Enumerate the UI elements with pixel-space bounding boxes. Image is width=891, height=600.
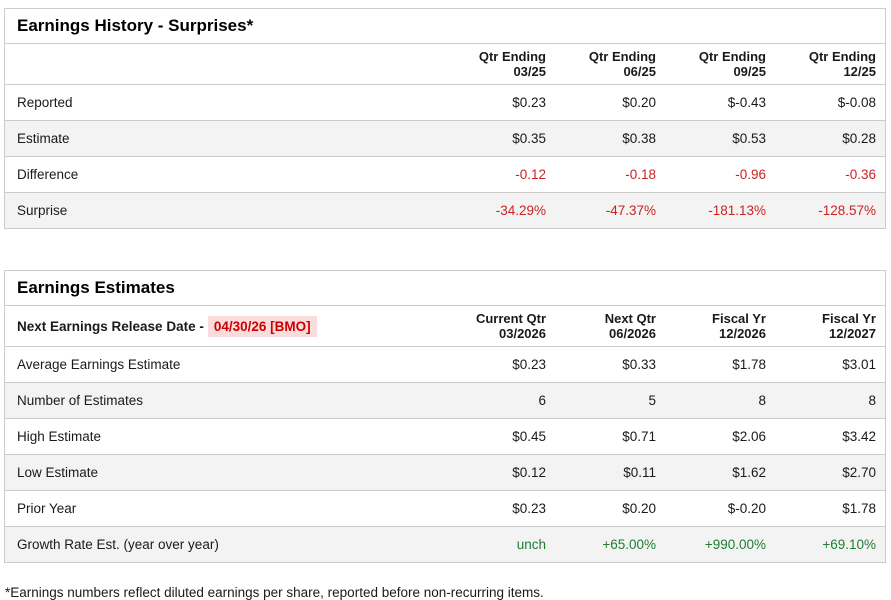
cell-value: unch bbox=[516, 537, 546, 552]
cell-value: $3.01 bbox=[842, 357, 876, 372]
cell-value: $0.23 bbox=[512, 95, 546, 110]
column-header-row: Qtr Ending 03/25 Qtr Ending 06/25 Qtr Ending… bbox=[5, 44, 885, 85]
cell-value: +65.00% bbox=[602, 537, 656, 552]
row-label: Number of Estimates bbox=[17, 393, 144, 408]
cell-value: $2.70 bbox=[842, 465, 876, 480]
cell-value: -47.37% bbox=[605, 203, 656, 218]
cell-value: $0.53 bbox=[732, 131, 766, 146]
header-spacer bbox=[5, 44, 445, 85]
cell-value: $0.23 bbox=[512, 357, 546, 372]
footnote: *Earnings numbers reflect diluted earnin… bbox=[5, 585, 544, 600]
row-label: Average Earnings Estimate bbox=[17, 357, 181, 372]
column-header: Qtr Ending 03/25 bbox=[445, 44, 555, 85]
cell-value: $1.78 bbox=[732, 357, 766, 372]
table-row: Estimate $0.35 $0.38 $0.53 $0.28 bbox=[5, 120, 885, 157]
cell-value: $0.35 bbox=[512, 131, 546, 146]
cell-value: $0.12 bbox=[512, 465, 546, 480]
cell-value: -0.96 bbox=[735, 167, 766, 182]
cell-value: $-0.43 bbox=[727, 95, 766, 110]
row-label: Surprise bbox=[17, 203, 68, 218]
cell-value: $3.42 bbox=[842, 429, 876, 444]
row-label: Difference bbox=[17, 167, 79, 182]
cell-value: +69.10% bbox=[822, 537, 876, 552]
cell-value: -0.18 bbox=[625, 167, 656, 182]
column-header: Qtr Ending 09/25 bbox=[665, 44, 775, 85]
table-row: Growth Rate Est. (year over year) unch +65… bbox=[5, 526, 885, 562]
table-row: Low Estimate $0.12 $0.11 $1.62 $2.70 bbox=[5, 454, 885, 491]
table-row: High Estimate $0.45 $0.71 $2.06 $3.42 bbox=[5, 418, 885, 455]
earnings-estimates-title: Earnings Estimates bbox=[5, 271, 885, 306]
cell-value: 8 bbox=[758, 393, 766, 408]
column-header: Current Qtr 03/2026 bbox=[445, 306, 555, 347]
column-header: Next Qtr 06/2026 bbox=[555, 306, 665, 347]
cell-value: -34.29% bbox=[495, 203, 546, 218]
cell-value: $0.28 bbox=[842, 131, 876, 146]
earnings-history-title: Earnings History - Surprises* bbox=[5, 9, 885, 44]
cell-value: $0.20 bbox=[622, 95, 656, 110]
column-header-row: Next Earnings Release Date -04/30/26 [BM… bbox=[5, 306, 885, 347]
row-label: High Estimate bbox=[17, 429, 102, 444]
cell-value: 5 bbox=[648, 393, 656, 408]
cell-value: $0.23 bbox=[512, 501, 546, 516]
earnings-estimates-panel: Earnings Estimates Next Earnings Release… bbox=[4, 270, 886, 563]
cell-value: $-0.08 bbox=[837, 95, 876, 110]
cell-value: -181.13% bbox=[708, 203, 766, 218]
table-row: Number of Estimates 6 5 8 8 bbox=[5, 382, 885, 419]
cell-value: $2.06 bbox=[732, 429, 766, 444]
table-row: Difference -0.12 -0.18 -0.96 -0.36 bbox=[5, 156, 885, 193]
cell-value: -0.36 bbox=[845, 167, 876, 182]
next-earnings-release: Next Earnings Release Date -04/30/26 [BM… bbox=[5, 306, 445, 347]
table-row: Reported $0.23 $0.20 $-0.43 $-0.08 bbox=[5, 84, 885, 121]
cell-value: 8 bbox=[868, 393, 876, 408]
cell-value: -0.12 bbox=[515, 167, 546, 182]
table-row: Prior Year $0.23 $0.20 $-0.20 $1.78 bbox=[5, 490, 885, 527]
cell-value: -128.57% bbox=[818, 203, 876, 218]
earnings-history-table: Qtr Ending 03/25 Qtr Ending 06/25 Qtr Ending… bbox=[5, 44, 885, 228]
cell-value: +990.00% bbox=[704, 537, 766, 552]
cell-value: $-0.20 bbox=[727, 501, 766, 516]
row-label: Reported bbox=[17, 95, 73, 110]
row-label: Prior Year bbox=[17, 501, 77, 516]
earnings-history-panel: Earnings History - Surprises* Qtr Ending… bbox=[4, 8, 886, 229]
column-header: Qtr Ending 06/25 bbox=[555, 44, 665, 85]
table-row: Surprise -34.29% -47.37% -181.13% -128.57% bbox=[5, 192, 885, 228]
row-label: Estimate bbox=[17, 131, 70, 146]
release-date-badge: 04/30/26 [BMO] bbox=[207, 315, 317, 337]
row-label: Low Estimate bbox=[17, 465, 99, 480]
release-date-label: Next Earnings Release Date - bbox=[17, 318, 204, 334]
cell-value: $1.78 bbox=[842, 501, 876, 516]
cell-value: $0.33 bbox=[622, 357, 656, 372]
column-header: Qtr Ending 12/25 bbox=[775, 44, 885, 85]
column-header: Fiscal Yr 12/2026 bbox=[665, 306, 775, 347]
cell-value: 6 bbox=[538, 393, 546, 408]
column-header: Fiscal Yr 12/2027 bbox=[775, 306, 885, 347]
earnings-estimates-table: Next Earnings Release Date -04/30/26 [BM… bbox=[5, 306, 885, 562]
row-label: Growth Rate Est. (year over year) bbox=[17, 537, 219, 552]
cell-value: $1.62 bbox=[732, 465, 766, 480]
table-row: Average Earnings Estimate $0.23 $0.33 $1.78… bbox=[5, 346, 885, 383]
cell-value: $0.38 bbox=[622, 131, 656, 146]
cell-value: $0.71 bbox=[622, 429, 656, 444]
cell-value: $0.45 bbox=[512, 429, 546, 444]
cell-value: $0.11 bbox=[623, 465, 656, 480]
cell-value: $0.20 bbox=[622, 501, 656, 516]
